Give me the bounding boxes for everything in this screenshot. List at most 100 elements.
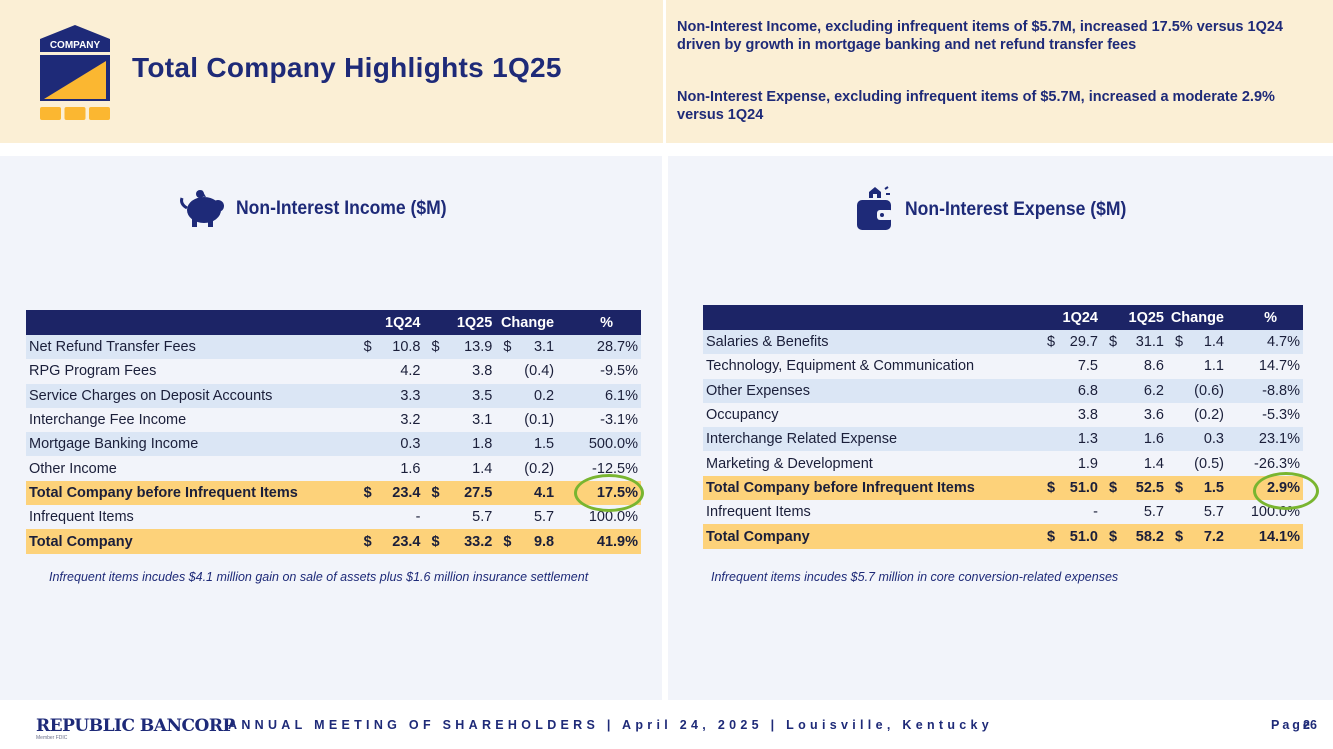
logo-text: COMPANY — [50, 40, 101, 51]
income-cell-d1 — [355, 407, 382, 433]
income-cell-chg: (0.4) — [521, 359, 558, 384]
income-cell-q2: 1.8 — [449, 432, 496, 457]
expense-cell-pct: -26.3% — [1227, 451, 1303, 476]
expense-table-header-row: 1Q24 1Q25 Change % — [703, 305, 1303, 330]
expense-cell-q1: 6.8 — [1061, 378, 1101, 403]
income-cell-chg: 5.7 — [521, 505, 558, 530]
footer-page-label: Page — [1271, 718, 1313, 732]
income-header-blank — [26, 310, 356, 335]
income-cell-q2: 27.5 — [449, 480, 496, 506]
income-cell-d1: $ — [355, 480, 382, 506]
expense-cell-pct: 14.1% — [1227, 524, 1303, 549]
expense-table-row: Salaries & Benefits $29.7 $31.1 $1.4 4.7% — [703, 330, 1303, 355]
income-table: 1Q24 1Q25 Change % Net Refund Transfer F… — [26, 310, 641, 554]
expense-cell-d2 — [1101, 378, 1125, 403]
expense-cell-q1: 1.3 — [1061, 427, 1101, 452]
income-cell-chg: 1.5 — [521, 432, 558, 457]
income-cell-d2: $ — [423, 480, 450, 506]
expense-cell-pct: -5.3% — [1227, 402, 1303, 428]
income-cell-q1: 3.2 — [381, 407, 424, 433]
highlight-income: Non-Interest Income, excluding infrequen… — [677, 19, 1283, 53]
expense-cell-q1: 51.0 — [1061, 475, 1101, 501]
income-cell-d2 — [423, 432, 450, 457]
footer-brand-sub: Member FDIC — [36, 735, 68, 741]
expense-cell-label: Infrequent Items — [703, 500, 1039, 525]
expense-cell-chg: 7.2 — [1191, 524, 1227, 549]
expense-cell-d2: $ — [1101, 330, 1125, 355]
expense-cell-d1 — [1039, 354, 1061, 379]
expense-cell-label: Technology, Equipment & Communication — [703, 354, 1039, 379]
income-table-row: Other Income 1.6 1.4 (0.2) -12.5% — [26, 456, 641, 481]
income-cell-label: Interchange Fee Income — [26, 407, 356, 433]
expense-cell-q1: 51.0 — [1061, 524, 1101, 549]
income-cell-pct: -9.5% — [557, 359, 641, 384]
income-footnote: Infrequent items incudes $4.1 million ga… — [49, 570, 589, 584]
income-cell-pct: 6.1% — [557, 383, 641, 408]
income-cell-d1 — [355, 432, 382, 457]
footer-tagline: ANNUAL MEETING OF SHAREHOLDERS | April 2… — [228, 718, 994, 732]
expense-cell-d3 — [1167, 427, 1191, 452]
expense-cell-chg: 5.7 — [1191, 500, 1227, 525]
income-cell-q2: 3.8 — [449, 359, 496, 384]
expense-cell-label: Occupancy — [703, 402, 1039, 428]
income-cell-label: Mortgage Banking Income — [26, 432, 356, 457]
expense-cell-chg: 1.1 — [1191, 354, 1227, 379]
income-cell-d2: $ — [423, 529, 450, 554]
expense-cell-q1: 3.8 — [1061, 402, 1101, 428]
income-cell-label: Infrequent Items — [26, 505, 356, 530]
expense-cell-chg: 1.5 — [1191, 475, 1227, 501]
income-cell-d1 — [355, 505, 382, 530]
footer: REPUBLIC BANCORP Member FDIC ANNUAL MEET… — [0, 705, 1333, 749]
expense-cell-q1: 7.5 — [1061, 354, 1101, 379]
income-cell-d3 — [495, 407, 522, 433]
income-table-row: Net Refund Transfer Fees $10.8 $13.9 $3.1 28… — [26, 335, 641, 360]
income-cell-label: Other Income — [26, 456, 356, 481]
footer-brand: REPUBLIC BANCORP — [36, 716, 235, 736]
income-section-header: Non-Interest Income ($M) — [178, 188, 470, 228]
income-cell-d2 — [423, 505, 450, 530]
expense-section-header: Non-Interest Expense ($M) — [855, 186, 1151, 232]
expense-table-row: Occupancy 3.8 3.6 (0.2) -5.3% — [703, 402, 1303, 428]
expense-cell-d3: $ — [1167, 330, 1191, 355]
income-cell-d1 — [355, 383, 382, 408]
expense-highlight-circle — [1253, 472, 1319, 510]
expense-table-row: Total Company $51.0 $58.2 $7.2 14.1% — [703, 524, 1303, 549]
expense-cell-label: Marketing & Development — [703, 451, 1039, 476]
income-cell-d3 — [495, 505, 522, 530]
expense-cell-d3 — [1167, 451, 1191, 476]
expense-cell-q2: 8.6 — [1125, 354, 1167, 379]
income-cell-d3 — [495, 383, 522, 408]
expense-header-col: Change — [1167, 305, 1227, 330]
income-table-row: Total Company before Infrequent Items $23… — [26, 480, 641, 506]
page-title: Total Company Highlights 1Q25 — [132, 52, 562, 83]
expense-cell-d3 — [1167, 500, 1191, 525]
expense-cell-pct: 4.7% — [1227, 330, 1303, 355]
expense-cell-d1 — [1039, 451, 1061, 476]
income-cell-q1: - — [381, 505, 424, 530]
expense-cell-q1: - — [1061, 500, 1101, 525]
expense-section-title: Non-Interest Expense ($M) — [905, 197, 1127, 220]
expense-cell-d2: $ — [1101, 475, 1125, 501]
income-cell-q2: 13.9 — [449, 335, 496, 360]
income-cell-pct: 28.7% — [557, 335, 641, 360]
expense-cell-q2: 52.5 — [1125, 475, 1167, 501]
expense-table-row: Total Company before Infrequent Items $51… — [703, 475, 1303, 501]
income-cell-d3 — [495, 432, 522, 457]
expense-cell-chg: (0.6) — [1191, 378, 1227, 403]
income-cell-q2: 5.7 — [449, 505, 496, 530]
expense-table-row: Interchange Related Expense 1.3 1.6 0.3 23.1… — [703, 427, 1303, 452]
expense-cell-q1: 29.7 — [1061, 330, 1101, 355]
expense-header-col: 1Q25 — [1101, 305, 1167, 330]
income-table-row: Mortgage Banking Income 0.3 1.8 1.5 500.0% — [26, 432, 641, 457]
expense-cell-d1 — [1039, 427, 1061, 452]
income-header-col: % — [557, 310, 641, 335]
expense-cell-d3 — [1167, 402, 1191, 428]
expense-header-blank — [703, 305, 1039, 330]
expense-cell-pct: 14.7% — [1227, 354, 1303, 379]
company-logo: COMPANY — [40, 25, 110, 120]
income-cell-chg: (0.1) — [521, 407, 558, 433]
expense-table-row: Marketing & Development 1.9 1.4 (0.5) -26.3% — [703, 451, 1303, 476]
expense-cell-pct: -8.8% — [1227, 378, 1303, 403]
income-cell-q2: 3.5 — [449, 383, 496, 408]
expense-cell-chg: 1.4 — [1191, 330, 1227, 355]
